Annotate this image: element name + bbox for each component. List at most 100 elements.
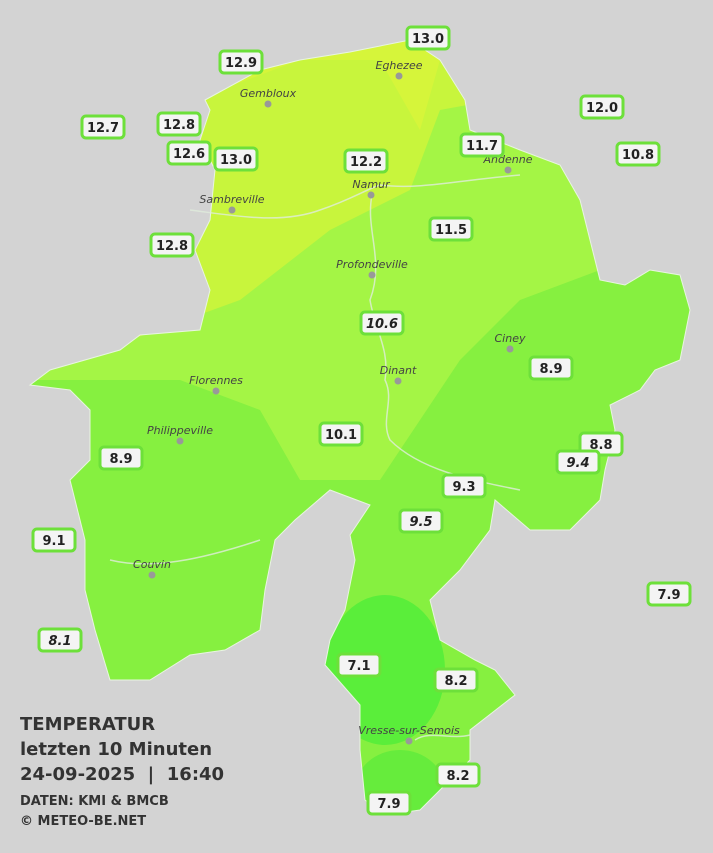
station: 8.2 [435, 762, 481, 788]
station-box [336, 652, 382, 678]
station: 10.8 [615, 141, 661, 167]
station: 8.9 [528, 355, 574, 381]
city-dot [394, 377, 402, 385]
station-value: 8.9 [109, 452, 132, 467]
station-value: 13.0 [220, 153, 252, 168]
city-dot [395, 72, 403, 80]
station-box [615, 141, 661, 167]
station-value: 7.9 [377, 797, 400, 812]
station-box [398, 508, 444, 534]
station-value: 8.9 [539, 362, 562, 377]
city-dot [148, 571, 156, 579]
station-value: 7.9 [657, 588, 680, 603]
station: 12.6 [166, 140, 212, 166]
station-box [528, 355, 574, 381]
station-box [433, 667, 479, 693]
station: 10.6 [359, 310, 405, 336]
station-value: 8.2 [444, 674, 467, 689]
station: 12.2 [343, 148, 389, 174]
station-value: 12.7 [87, 121, 119, 136]
station-value: 12.2 [350, 155, 382, 170]
station-value: 9.4 [566, 456, 589, 471]
datetime: 24-09-2025 | 16:40 [20, 764, 224, 785]
station: 9.3 [441, 473, 487, 499]
city-label: Namur [352, 178, 391, 191]
station-value: 13.0 [412, 32, 444, 47]
station-box [441, 473, 487, 499]
city-dot [176, 437, 184, 445]
station: 9.5 [398, 508, 444, 534]
station: 8.9 [98, 445, 144, 471]
station-value: 12.6 [173, 147, 205, 162]
station: 12.7 [80, 114, 126, 140]
city-label: Couvin [133, 558, 171, 571]
station: 13.0 [213, 146, 259, 172]
city-dot [405, 737, 413, 745]
station: 9.1 [31, 527, 77, 553]
station-box [98, 445, 144, 471]
station-box [156, 111, 202, 137]
station-value: 12.0 [586, 101, 618, 116]
station-value: 11.5 [435, 223, 467, 238]
station-box [579, 94, 625, 120]
station-box [80, 114, 126, 140]
station: 8.1 [37, 627, 83, 653]
station-box [435, 762, 481, 788]
station-value: 9.1 [42, 534, 65, 549]
zone [355, 750, 445, 815]
station: 11.5 [428, 216, 474, 242]
station: 12.8 [156, 111, 202, 137]
station: 11.7 [459, 132, 505, 158]
city-dot [264, 100, 272, 108]
station-value: 11.7 [466, 139, 498, 154]
station-value: 8.1 [48, 634, 71, 649]
city-dot [212, 387, 220, 395]
city-label: Florennes [189, 374, 243, 387]
station-box [428, 216, 474, 242]
city-dot [368, 271, 376, 279]
station: 7.9 [366, 790, 412, 816]
station: 7.9 [646, 581, 692, 607]
subtitle: letzten 10 Minuten [20, 739, 212, 760]
station-value: 12.8 [156, 239, 188, 254]
station-value: 10.8 [622, 148, 654, 163]
station-box [555, 449, 601, 475]
station-value: 8.8 [589, 438, 612, 453]
station-box [646, 581, 692, 607]
station-box [149, 232, 195, 258]
source: DATEN: KMI & BMCB [20, 794, 169, 809]
station-box [37, 627, 83, 653]
city-label: Vresse-sur-Semois [358, 724, 460, 737]
city-label: Sambreville [199, 193, 264, 206]
station-box [359, 310, 405, 336]
station-box [318, 421, 364, 447]
station: 7.1 [336, 652, 382, 678]
station: 8.2 [433, 667, 479, 693]
credit: © METEO-BE.NET [20, 814, 146, 829]
city-dot [504, 166, 512, 174]
station-box [213, 146, 259, 172]
city-label: Profondeville [336, 258, 408, 271]
station: 12.9 [218, 49, 264, 75]
station-box [343, 148, 389, 174]
station-value: 7.1 [347, 659, 370, 674]
station-value: 10.1 [325, 428, 357, 443]
station-value: 12.9 [225, 56, 257, 71]
city-label: Dinant [380, 364, 417, 377]
city-label: Eghezee [376, 59, 423, 72]
city-label: Ciney [495, 332, 526, 345]
station: 13.0 [405, 25, 451, 51]
station-box [31, 527, 77, 553]
title: TEMPERATUR [20, 714, 155, 735]
station-box [459, 132, 505, 158]
city-dot [506, 345, 514, 353]
station-value: 8.2 [446, 769, 469, 784]
city-label: Philippeville [147, 424, 213, 437]
city-dot [228, 206, 236, 214]
station-box [405, 25, 451, 51]
station: 12.8 [149, 232, 195, 258]
station: 12.0 [579, 94, 625, 120]
station-value: 10.6 [366, 317, 398, 332]
